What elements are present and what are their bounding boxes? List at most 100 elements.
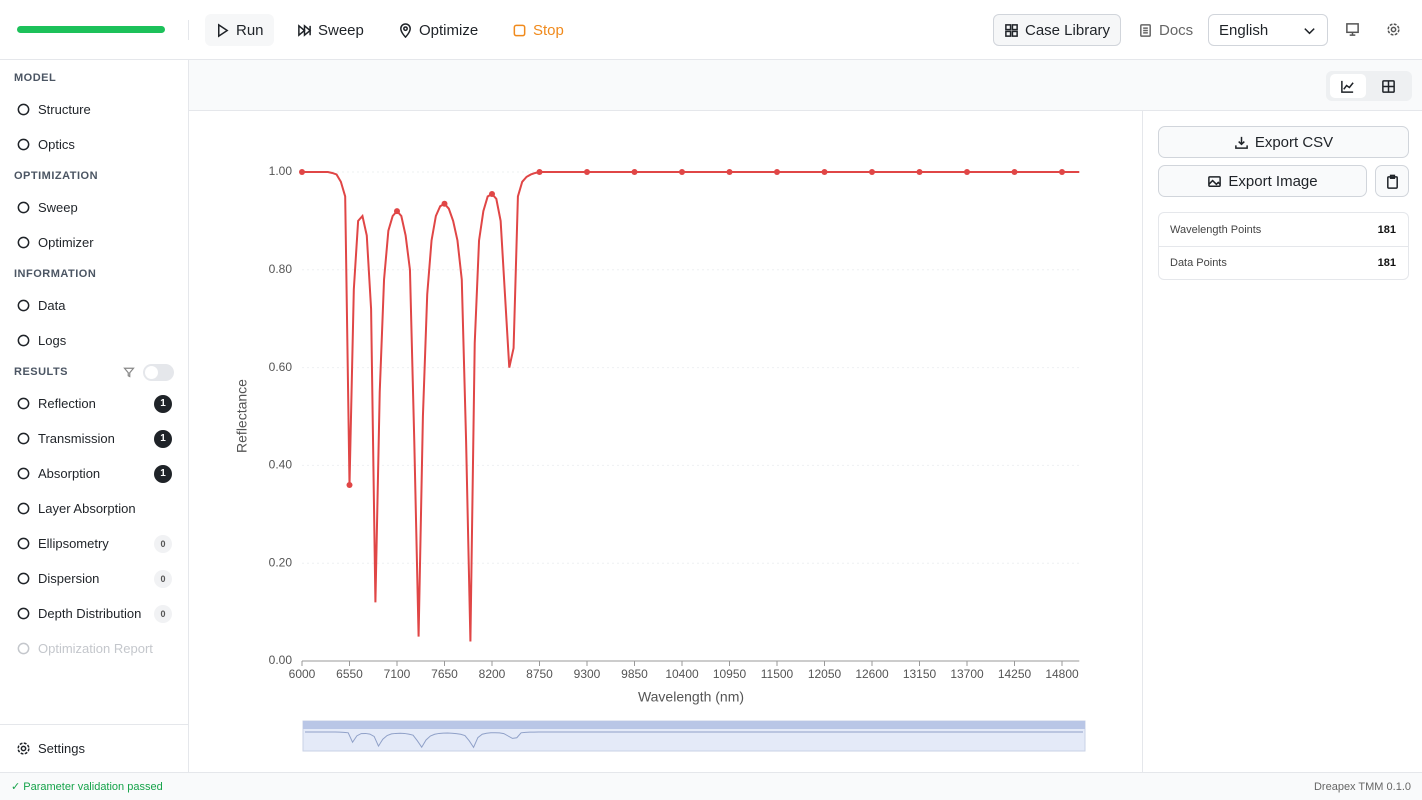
view-toolbar bbox=[189, 60, 1422, 111]
status-bar: ✓ Parameter validation passed Dreapex TM… bbox=[0, 772, 1422, 800]
top-bar: Run Sweep Optimize Stop Case Library Doc… bbox=[0, 0, 1422, 60]
chart-view-button[interactable] bbox=[1330, 74, 1366, 98]
data-point bbox=[964, 169, 970, 175]
nav-item[interactable]: Logs bbox=[0, 323, 188, 358]
nav-item: Optimization Report bbox=[0, 631, 188, 666]
nav-item[interactable]: Reflection 1 bbox=[0, 386, 188, 421]
nav: MODEL Structure Optics OPTIMIZATION Sweep Opt… bbox=[0, 60, 188, 666]
x-tick-label: 12050 bbox=[808, 667, 842, 681]
nav-label: Transmission bbox=[38, 431, 115, 446]
toggle-knob bbox=[145, 365, 158, 379]
nav-item[interactable]: Data bbox=[0, 288, 188, 323]
nav-label: Data bbox=[38, 298, 66, 313]
nav-item[interactable]: Optics bbox=[0, 127, 188, 162]
settings-button[interactable] bbox=[1386, 22, 1401, 37]
x-tick-label: 7100 bbox=[384, 667, 411, 681]
nav-item[interactable]: Absorption 1 bbox=[0, 456, 188, 491]
stat-label: Data Points bbox=[1170, 257, 1227, 269]
x-tick-label: 13700 bbox=[950, 667, 984, 681]
icon bbox=[1341, 80, 1354, 93]
view-toggle bbox=[1326, 71, 1412, 101]
nav-item[interactable]: Depth Distribution 0 bbox=[0, 596, 188, 631]
optimize-button[interactable]: Optimize bbox=[388, 14, 488, 46]
version: Dreapex TMM 0.1.0 bbox=[1313, 780, 1411, 793]
data-point bbox=[489, 191, 495, 198]
nav-item[interactable]: Transmission 1 bbox=[0, 421, 188, 456]
x-tick-label: 11500 bbox=[761, 667, 794, 681]
icon bbox=[1005, 23, 1018, 37]
nav-item[interactable]: Dispersion 0 bbox=[0, 561, 188, 596]
x-tick-label: 12600 bbox=[855, 667, 889, 681]
x-tick-label: 13150 bbox=[903, 667, 937, 681]
icon bbox=[17, 397, 30, 410]
sweep-button[interactable]: Sweep bbox=[287, 14, 374, 46]
label: Export CSV bbox=[1254, 133, 1334, 151]
badge: 1 bbox=[154, 394, 172, 413]
data-point bbox=[584, 169, 590, 175]
x-tick-label: 9300 bbox=[574, 667, 601, 681]
icon bbox=[400, 22, 411, 38]
toggle[interactable] bbox=[143, 363, 174, 381]
x-tick-label: 14250 bbox=[998, 667, 1032, 681]
nav-item[interactable]: Optimizer bbox=[0, 225, 188, 260]
case-library-button[interactable]: Case Library bbox=[993, 14, 1122, 46]
display-button[interactable] bbox=[1345, 22, 1360, 37]
icon bbox=[17, 201, 30, 214]
badge: 1 bbox=[154, 464, 172, 483]
nav-label: Ellipsometry bbox=[38, 536, 109, 551]
stat-value: 181 bbox=[1377, 257, 1396, 269]
x-tick-label: 6000 bbox=[289, 667, 316, 681]
sidebar: MODEL Structure Optics OPTIMIZATION Sweep Opt… bbox=[0, 60, 189, 772]
section-label: MODEL bbox=[14, 72, 57, 84]
label: Settings bbox=[38, 741, 85, 756]
stat-row: Wavelength Points 181 bbox=[1159, 213, 1408, 246]
stat-label: Wavelength Points bbox=[1170, 223, 1262, 236]
divider bbox=[188, 20, 189, 40]
copy-button[interactable] bbox=[1375, 165, 1409, 197]
data-point bbox=[536, 169, 543, 175]
icon bbox=[17, 607, 30, 620]
icon bbox=[17, 299, 30, 312]
export-image-button[interactable]: Export Image bbox=[1158, 165, 1367, 197]
run-button[interactable]: Run bbox=[205, 14, 274, 46]
label: Stop bbox=[533, 21, 564, 39]
y-tick-label: 0.80 bbox=[269, 262, 293, 276]
progress-bar bbox=[17, 26, 165, 33]
icon bbox=[1386, 174, 1398, 189]
stat-value: 181 bbox=[1377, 223, 1396, 236]
section-label: OPTIMIZATION bbox=[14, 170, 99, 182]
nav-label: Optics bbox=[38, 137, 75, 152]
table-view-button[interactable] bbox=[1381, 79, 1396, 94]
badge: 0 bbox=[154, 604, 172, 623]
y-axis-title: Reflectance bbox=[234, 379, 250, 453]
label: Optimize bbox=[419, 21, 479, 39]
x-tick-label: 10950 bbox=[713, 667, 747, 681]
icon bbox=[17, 432, 30, 445]
data-point bbox=[821, 169, 828, 175]
nav-label: Optimization Report bbox=[38, 641, 153, 656]
nav-item[interactable]: Sweep bbox=[0, 190, 188, 225]
icon bbox=[298, 23, 312, 37]
language-select[interactable]: English bbox=[1208, 14, 1328, 46]
zoom-handle-bar[interactable] bbox=[303, 721, 1085, 729]
icon bbox=[17, 334, 30, 347]
nav-item[interactable]: Structure bbox=[0, 92, 188, 127]
nav-label: Depth Distribution bbox=[38, 606, 142, 621]
x-tick-label: 9850 bbox=[621, 667, 648, 681]
nav-item[interactable]: Ellipsometry 0 bbox=[0, 526, 188, 561]
badge: 0 bbox=[154, 534, 172, 553]
docs-button[interactable]: Docs bbox=[1128, 14, 1203, 46]
filter-icon[interactable] bbox=[123, 366, 135, 378]
settings-item[interactable]: Settings bbox=[0, 724, 188, 772]
nav-label: Logs bbox=[38, 333, 67, 348]
data-point bbox=[1011, 169, 1018, 175]
stop-button[interactable]: Stop bbox=[502, 14, 574, 46]
chart: Wavelength (nm) Reflectance 0.00 0.20 0.40… bbox=[234, 164, 1086, 752]
export-csv-button[interactable]: Export CSV bbox=[1158, 126, 1409, 158]
section-label: INFORMATION bbox=[14, 268, 97, 280]
data-point bbox=[774, 169, 780, 175]
badge: 1 bbox=[154, 429, 172, 448]
icon bbox=[1304, 27, 1315, 34]
nav-item[interactable]: Layer Absorption bbox=[0, 491, 188, 526]
